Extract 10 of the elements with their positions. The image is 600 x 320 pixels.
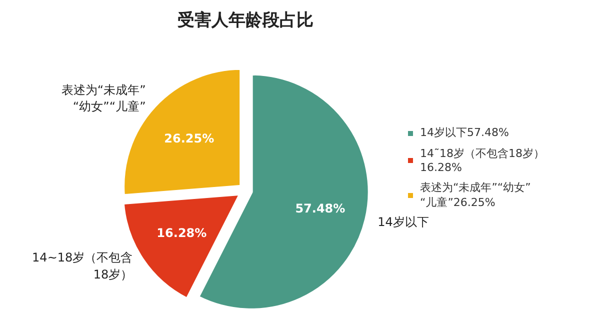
legend-label: 14˜18岁（不包含18岁）16.28% bbox=[420, 146, 544, 174]
legend-label: 表述为“未成年”“幼女”“儿童”26.25% bbox=[420, 180, 531, 210]
text: 14岁以下 bbox=[378, 215, 429, 230]
data-label: 26.25% bbox=[164, 131, 214, 146]
data-label: 57.48% bbox=[295, 201, 346, 216]
text: 表述为“未成年”“幼女”“儿童” bbox=[61, 82, 146, 114]
chart-title: 受害人年龄段占比 bbox=[178, 10, 314, 30]
text: 14~18岁（不包含18岁） bbox=[32, 250, 133, 282]
data-label: 16.28% bbox=[156, 226, 207, 240]
legend-label: 14岁以下57.48% bbox=[420, 125, 509, 140]
